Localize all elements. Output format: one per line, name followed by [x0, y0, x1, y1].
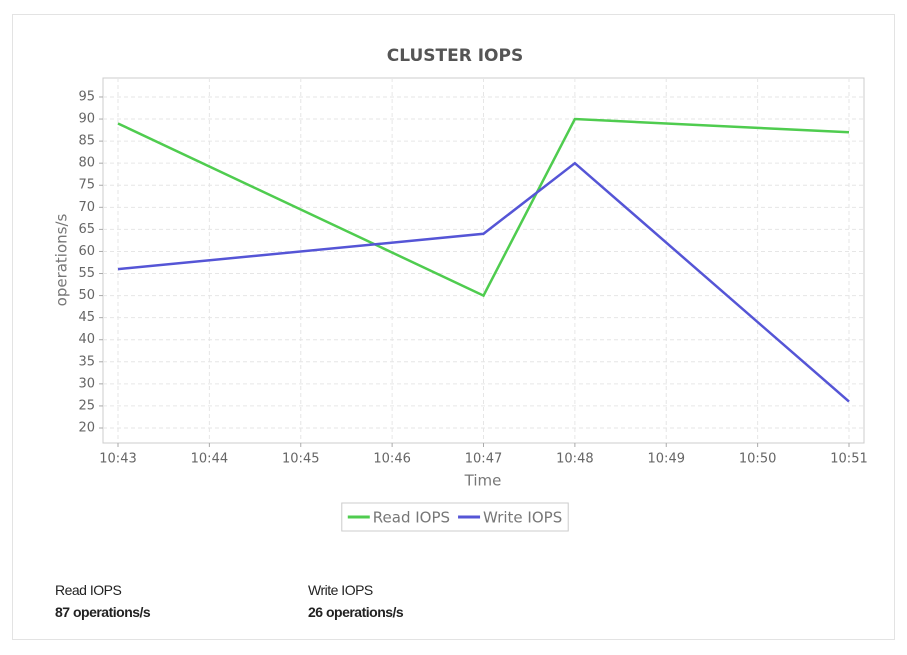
y-tick-label: 65	[78, 222, 95, 237]
stat-read: Read IOPS 87 operations/s	[55, 582, 151, 620]
y-tick-label: 25	[78, 398, 95, 413]
chart-title: CLUSTER IOPS	[387, 46, 523, 66]
y-tick-label: 20	[78, 420, 95, 435]
x-tick-label: 10:47	[465, 452, 502, 467]
y-tick-label: 85	[78, 134, 95, 149]
series-line	[117, 117, 850, 298]
legend: Read IOPS Write IOPS	[341, 502, 569, 532]
y-axis-title: operations/s	[53, 213, 71, 306]
y-tick-label: 35	[78, 354, 95, 369]
legend-label: Read IOPS	[373, 509, 450, 527]
y-tick-label: 80	[78, 156, 95, 171]
x-tick-label: 10:45	[282, 452, 319, 467]
y-tick-label: 70	[78, 200, 95, 215]
legend-box	[341, 502, 569, 532]
y-tick-label: 55	[78, 266, 95, 281]
x-tick-label: 10:48	[556, 452, 593, 467]
series-line	[117, 161, 850, 403]
x-tick-label: 10:51	[830, 452, 867, 467]
stat-value: 26 operations/s	[308, 604, 404, 620]
stat-label: Write IOPS	[308, 582, 373, 598]
x-tick-label: 10:43	[99, 452, 136, 467]
chart: CLUSTER IOPS Time operations/s Read IOPS…	[53, 46, 868, 532]
stat-label: Read IOPS	[55, 582, 122, 598]
y-tick-label: 50	[78, 288, 95, 303]
x-tick-label: 10:46	[373, 452, 410, 467]
legend-label: Write IOPS	[483, 509, 562, 527]
y-tick-label: 40	[78, 332, 95, 347]
x-tick-label: 10:49	[648, 452, 685, 467]
stat-value: 87 operations/s	[55, 604, 151, 620]
y-tick-label: 75	[78, 178, 95, 193]
y-tick-label: 60	[78, 244, 95, 259]
panel	[12, 14, 895, 640]
y-tick-label: 95	[78, 89, 95, 104]
y-tick-label: 30	[78, 376, 95, 391]
y-tick-label: 90	[78, 112, 95, 127]
x-axis-title: Time	[464, 472, 502, 490]
stat-write: Write IOPS 26 operations/s	[308, 582, 404, 620]
y-tick-label: 45	[78, 310, 95, 325]
x-tick-label: 10:50	[739, 452, 776, 467]
x-tick-label: 10:44	[191, 452, 228, 467]
